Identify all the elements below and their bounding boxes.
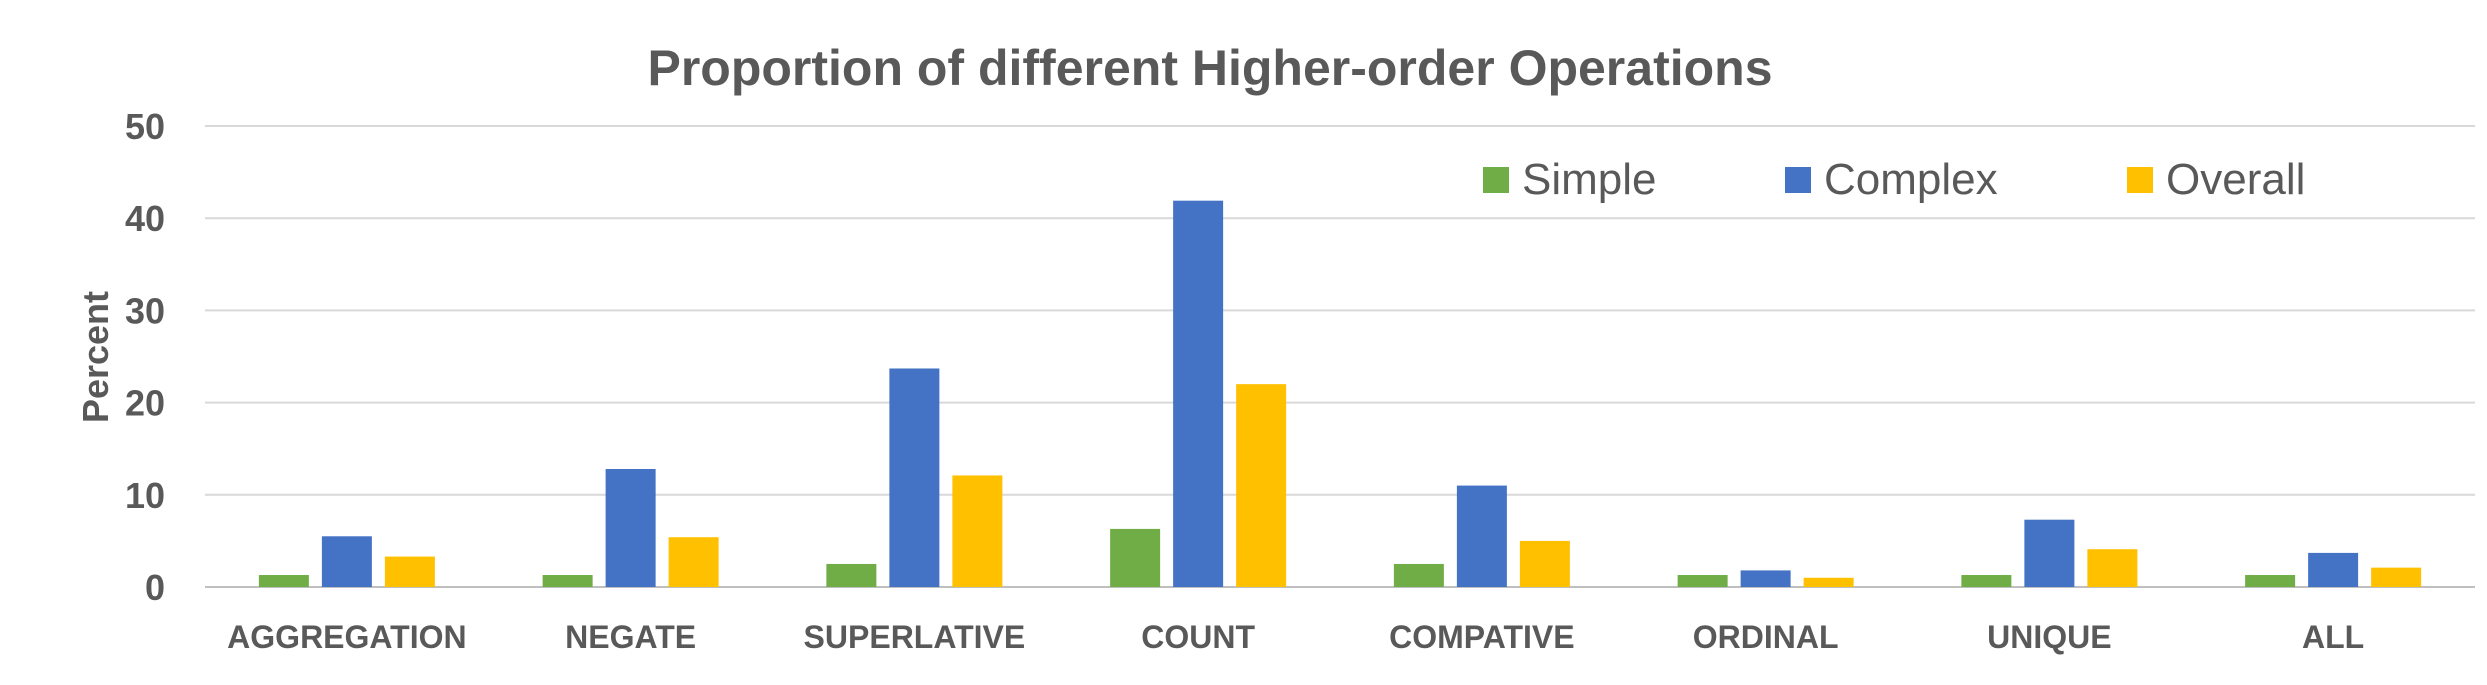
gridlines xyxy=(205,125,2475,588)
bar-simple xyxy=(258,575,309,587)
x-tick-label: ORDINAL xyxy=(1693,619,1839,655)
bar-simple xyxy=(1961,575,2012,587)
bar-simple xyxy=(2245,575,2296,587)
bar-simple xyxy=(1677,575,1728,587)
bar-complex xyxy=(1456,485,1507,587)
bar-simple xyxy=(1393,563,1444,587)
x-tick-labels: AGGREGATION NEGATE SUPERLATIVE COUNT COMPATI… xyxy=(227,619,2364,655)
bar-complex xyxy=(2024,519,2075,587)
bar-complex xyxy=(1173,200,1224,587)
legend-label-overall: Overall xyxy=(2166,155,2305,204)
legend-swatch-simple xyxy=(1483,167,1509,193)
bar-complex xyxy=(605,468,656,587)
bar-simple xyxy=(1110,528,1161,587)
legend-label-simple: Simple xyxy=(1522,155,1657,204)
y-tick-label: 0 xyxy=(145,567,165,608)
bar-overall xyxy=(668,537,719,587)
legend-swatch-overall xyxy=(2127,167,2153,193)
x-tick-label: COUNT xyxy=(1141,619,1255,655)
y-tick-label: 20 xyxy=(125,383,165,424)
bar-complex xyxy=(889,368,940,587)
y-axis-label: Percent xyxy=(75,291,116,423)
bar-overall xyxy=(1519,540,1570,587)
legend: Simple Complex Overall xyxy=(1483,155,2305,204)
bar-overall xyxy=(2371,567,2422,587)
y-tick-label: 50 xyxy=(125,106,165,147)
y-tick-label: 30 xyxy=(125,290,165,331)
bar-overall xyxy=(1236,384,1287,587)
bar-complex xyxy=(321,536,372,587)
bar-overall xyxy=(384,556,435,587)
x-tick-label: ALL xyxy=(2302,619,2364,655)
bar-complex xyxy=(2308,552,2359,587)
bars xyxy=(258,200,2422,587)
x-tick-label: SUPERLATIVE xyxy=(804,619,1026,655)
bar-overall xyxy=(952,475,1003,587)
y-tick-labels: 0 10 20 30 40 50 xyxy=(125,106,165,608)
bar-overall xyxy=(2087,549,2138,587)
chart-title: Proportion of different Higher-order Ope… xyxy=(647,40,1772,96)
y-tick-label: 40 xyxy=(125,198,165,239)
x-tick-label: UNIQUE xyxy=(1987,619,2111,655)
x-tick-label: AGGREGATION xyxy=(227,619,466,655)
bar-overall xyxy=(1803,577,1854,587)
x-tick-label: COMPATIVE xyxy=(1389,619,1574,655)
bar-complex xyxy=(1740,570,1791,587)
bar-simple xyxy=(826,563,877,587)
bar-simple xyxy=(542,575,593,587)
legend-label-complex: Complex xyxy=(1824,155,1998,204)
y-tick-label: 10 xyxy=(125,475,165,516)
x-tick-label: NEGATE xyxy=(565,619,696,655)
legend-swatch-complex xyxy=(1785,167,1811,193)
